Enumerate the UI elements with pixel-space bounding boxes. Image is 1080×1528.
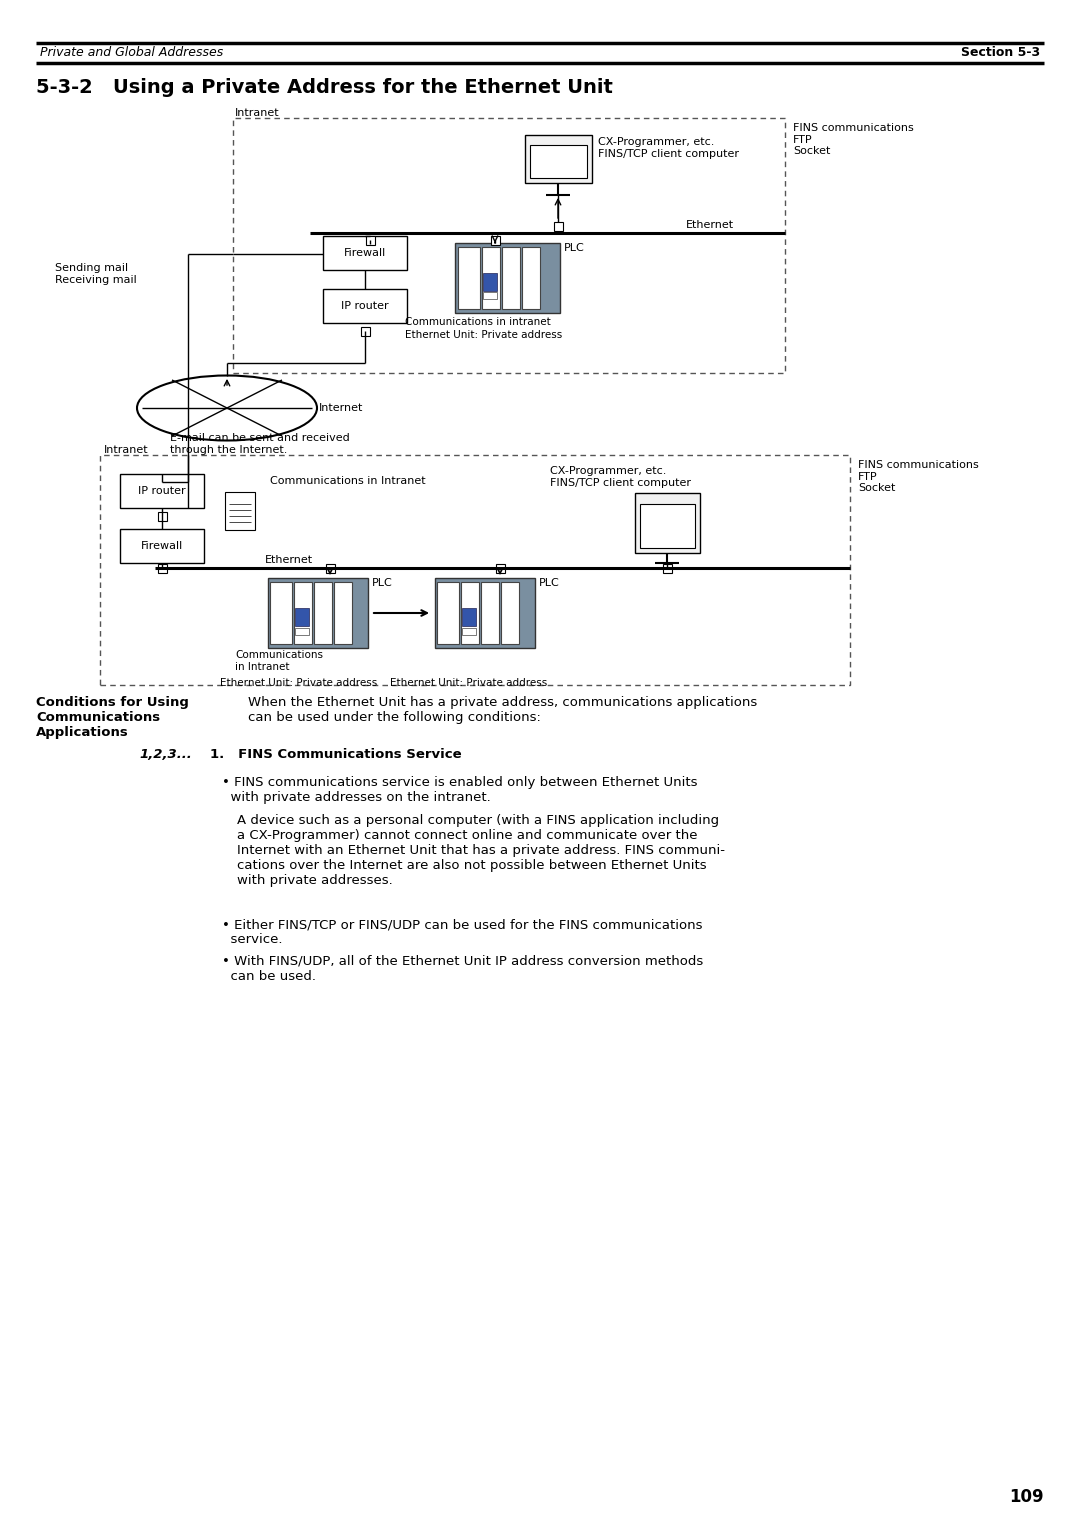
Text: Firewall: Firewall <box>140 541 184 552</box>
Bar <box>640 504 696 549</box>
Bar <box>334 582 352 643</box>
Bar <box>462 628 476 636</box>
Text: When the Ethernet Unit has a private address, communications applications
can be: When the Ethernet Unit has a private add… <box>248 695 757 724</box>
Text: IP router: IP router <box>138 486 186 497</box>
Bar <box>461 582 480 643</box>
Ellipse shape <box>137 376 318 440</box>
Text: FINS communications
FTP
Socket: FINS communications FTP Socket <box>858 460 978 494</box>
Bar <box>100 455 850 685</box>
Bar <box>120 474 204 507</box>
Text: FINS communications
FTP
Socket: FINS communications FTP Socket <box>793 122 914 156</box>
Bar <box>554 222 563 231</box>
Text: PLC: PLC <box>372 578 393 588</box>
Bar <box>314 582 332 643</box>
Text: IP router: IP router <box>341 301 389 312</box>
Bar <box>158 564 166 573</box>
Text: • With FINS/UDP, all of the Ethernet Unit IP address conversion methods
  can be: • With FINS/UDP, all of the Ethernet Uni… <box>222 955 703 983</box>
Text: Section 5-3: Section 5-3 <box>961 46 1040 60</box>
Bar <box>158 512 166 521</box>
Text: 1,2,3...: 1,2,3... <box>139 749 192 761</box>
Bar <box>490 235 499 244</box>
Bar <box>437 582 459 643</box>
Text: Firewall: Firewall <box>343 248 387 258</box>
Text: Ethernet Unit: Private address: Ethernet Unit: Private address <box>405 330 563 341</box>
Bar <box>502 248 519 309</box>
Text: Internet: Internet <box>319 403 363 413</box>
Bar <box>225 492 255 530</box>
Bar <box>323 235 407 270</box>
Bar <box>496 564 504 573</box>
Text: Ethernet: Ethernet <box>686 220 734 231</box>
Text: CX-Programmer, etc.
FINS/TCP client computer: CX-Programmer, etc. FINS/TCP client comp… <box>550 466 691 487</box>
Bar <box>458 248 480 309</box>
Text: Communications in Intranet: Communications in Intranet <box>270 477 426 486</box>
Text: Sending mail
Receiving mail: Sending mail Receiving mail <box>55 263 137 284</box>
Text: Communications
in Intranet: Communications in Intranet <box>235 649 323 672</box>
Text: PLC: PLC <box>539 578 559 588</box>
Bar <box>295 628 309 636</box>
Text: 5-3-2   Using a Private Address for the Ethernet Unit: 5-3-2 Using a Private Address for the Et… <box>36 78 612 96</box>
Bar <box>522 248 540 309</box>
Bar <box>120 529 204 562</box>
Bar <box>268 578 368 648</box>
Bar <box>233 118 785 373</box>
Text: Conditions for Using
Communications
Applications: Conditions for Using Communications Appl… <box>36 695 189 740</box>
Bar <box>501 582 519 643</box>
Text: A device such as a personal computer (with a FINS application including
a CX-Pro: A device such as a personal computer (wi… <box>237 814 725 886</box>
Bar <box>435 578 535 648</box>
Text: Communications in intranet: Communications in intranet <box>405 316 551 327</box>
Bar <box>483 274 497 290</box>
Bar <box>270 582 292 643</box>
Text: • FINS communications service is enabled only between Ethernet Units
  with priv: • FINS communications service is enabled… <box>222 776 698 804</box>
Text: Intranet: Intranet <box>235 108 280 118</box>
Bar <box>530 145 588 177</box>
Bar <box>294 582 312 643</box>
Bar <box>365 235 375 244</box>
Bar <box>325 564 335 573</box>
Bar <box>455 243 561 313</box>
Text: 109: 109 <box>1010 1488 1044 1507</box>
Bar <box>525 134 592 183</box>
Text: • Either FINS/TCP or FINS/UDP can be used for the FINS communications
  service.: • Either FINS/TCP or FINS/UDP can be use… <box>222 918 702 946</box>
Text: CX-Programmer, etc.
FINS/TCP client computer: CX-Programmer, etc. FINS/TCP client comp… <box>598 138 739 159</box>
Bar <box>481 582 499 643</box>
Bar <box>635 494 700 553</box>
Text: Ethernet Unit: Private address: Ethernet Unit: Private address <box>220 678 377 688</box>
Text: Ethernet: Ethernet <box>265 555 313 565</box>
Text: E-mail can be sent and received
through the Internet.: E-mail can be sent and received through … <box>170 432 350 455</box>
Bar <box>361 327 369 336</box>
Text: Private and Global Addresses: Private and Global Addresses <box>40 46 224 60</box>
Bar <box>462 608 476 626</box>
Bar <box>483 292 497 299</box>
Text: Intranet: Intranet <box>104 445 149 455</box>
Bar <box>662 564 672 573</box>
Text: Ethernet Unit: Private address: Ethernet Unit: Private address <box>390 678 548 688</box>
Text: 1.   FINS Communications Service: 1. FINS Communications Service <box>210 749 461 761</box>
Bar <box>482 248 500 309</box>
Text: PLC: PLC <box>564 243 584 254</box>
Bar <box>323 289 407 322</box>
Bar <box>295 608 309 626</box>
